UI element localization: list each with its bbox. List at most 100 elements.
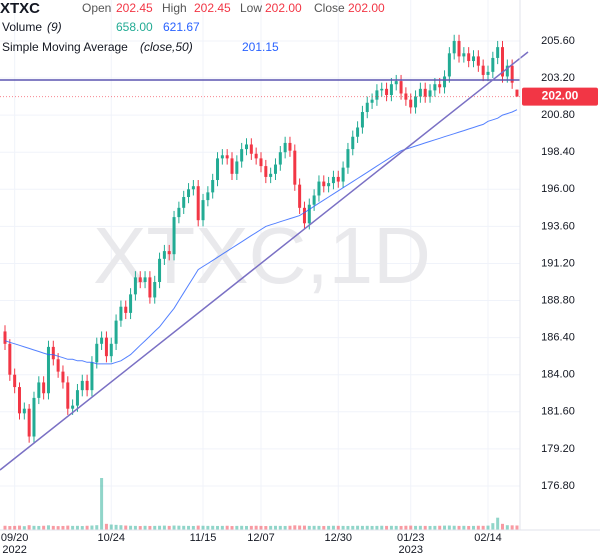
low-label: Low xyxy=(240,1,262,15)
volume-bar xyxy=(380,525,384,530)
candle-body xyxy=(467,53,471,62)
candle-body xyxy=(172,217,176,255)
volume-layer xyxy=(3,478,519,530)
open-value: 202.45 xyxy=(116,1,153,15)
candle-body xyxy=(298,184,302,208)
candle-body xyxy=(187,189,191,198)
volume-bar xyxy=(143,525,147,530)
volume-bar xyxy=(56,526,60,530)
candle-body xyxy=(346,149,350,168)
candle-body xyxy=(472,56,476,62)
candle-body xyxy=(100,337,104,344)
candle-body xyxy=(264,166,268,177)
y-tick-label: 205.60 xyxy=(541,35,575,47)
volume-bar xyxy=(389,525,393,530)
candle-body xyxy=(3,331,7,344)
symbol: XTXC xyxy=(0,0,40,17)
candle-body xyxy=(269,173,273,177)
volume-bar xyxy=(240,525,244,530)
volume-legend-name: Volume xyxy=(2,20,42,34)
candle-body xyxy=(418,88,422,97)
y-tick-label: 186.40 xyxy=(541,332,575,344)
volume-bar xyxy=(187,525,191,530)
volume-bar xyxy=(346,525,350,530)
candle-body xyxy=(423,88,427,97)
candle-body xyxy=(85,380,89,391)
candle-body xyxy=(182,197,186,208)
trend-line xyxy=(0,51,529,471)
volume-bar xyxy=(500,523,504,530)
candle-body xyxy=(8,343,12,375)
candle-body xyxy=(380,88,384,91)
candle-body xyxy=(56,359,60,372)
volume-bar xyxy=(375,525,379,530)
candle-body xyxy=(307,204,311,224)
volume-bar xyxy=(216,525,220,530)
candle-body xyxy=(399,81,403,94)
volume-bar xyxy=(17,525,21,530)
y-tick-label: 203.20 xyxy=(541,72,575,84)
candle-body xyxy=(356,127,360,137)
candle-body xyxy=(61,371,65,383)
close-value: 202.00 xyxy=(348,1,385,15)
candle-body xyxy=(496,47,500,58)
x-tick-label: 10/24 xyxy=(97,532,125,544)
volume-ma-value: 621.67 xyxy=(163,20,200,34)
volume-bar xyxy=(385,525,389,530)
candle-body xyxy=(288,142,292,151)
candle-body xyxy=(206,192,210,201)
volume-bar xyxy=(8,526,12,530)
open-label: Open xyxy=(82,1,111,15)
volume-bar xyxy=(249,525,253,530)
candle-body xyxy=(341,167,345,182)
volume-bar xyxy=(273,525,277,530)
plot-layer xyxy=(3,34,519,443)
volume-bar xyxy=(51,525,55,530)
candle-body xyxy=(336,176,340,182)
candle-body xyxy=(500,47,504,77)
candle-body xyxy=(129,294,133,313)
volume-bar xyxy=(177,525,181,530)
grid xyxy=(0,0,520,530)
candle-body xyxy=(510,65,514,83)
watermark: XTXC,1D xyxy=(93,211,431,300)
candle-body xyxy=(331,176,335,184)
volume-bar xyxy=(206,525,210,530)
volume-bar xyxy=(119,525,123,530)
candle-body xyxy=(119,306,123,321)
volume-bar xyxy=(75,525,79,530)
volume-bar xyxy=(307,525,311,530)
volume-bar xyxy=(505,525,509,530)
volume-bar xyxy=(312,525,316,530)
y-tick-label: 181.60 xyxy=(541,406,575,418)
candle-body xyxy=(95,343,99,363)
volume-bar xyxy=(191,525,195,530)
volume-bar xyxy=(100,478,104,530)
candle-body xyxy=(42,382,46,394)
volume-bar xyxy=(438,525,442,530)
y-tick-label: 200.80 xyxy=(541,109,575,121)
volume-bar xyxy=(360,525,364,530)
candle-body xyxy=(27,408,31,437)
candle-body xyxy=(515,89,519,97)
candle-body xyxy=(196,186,200,221)
last-price-tag xyxy=(522,87,598,106)
volume-bar xyxy=(467,525,471,530)
volume-bar xyxy=(327,525,331,530)
volume-bar xyxy=(124,525,128,530)
candle-body xyxy=(80,380,84,391)
volume-bar xyxy=(351,525,355,530)
candle-body xyxy=(254,153,258,159)
volume-bar xyxy=(370,525,374,530)
volume-bar xyxy=(158,525,162,530)
volume-bar xyxy=(515,525,519,530)
y-tick-label: 188.80 xyxy=(541,294,575,306)
volume-bar xyxy=(42,525,46,530)
volume-bar xyxy=(32,525,36,530)
volume-bar xyxy=(220,525,224,530)
volume-bar xyxy=(129,525,133,530)
candle-body xyxy=(177,207,181,218)
candle-body xyxy=(447,53,451,77)
volume-bar xyxy=(153,525,157,530)
